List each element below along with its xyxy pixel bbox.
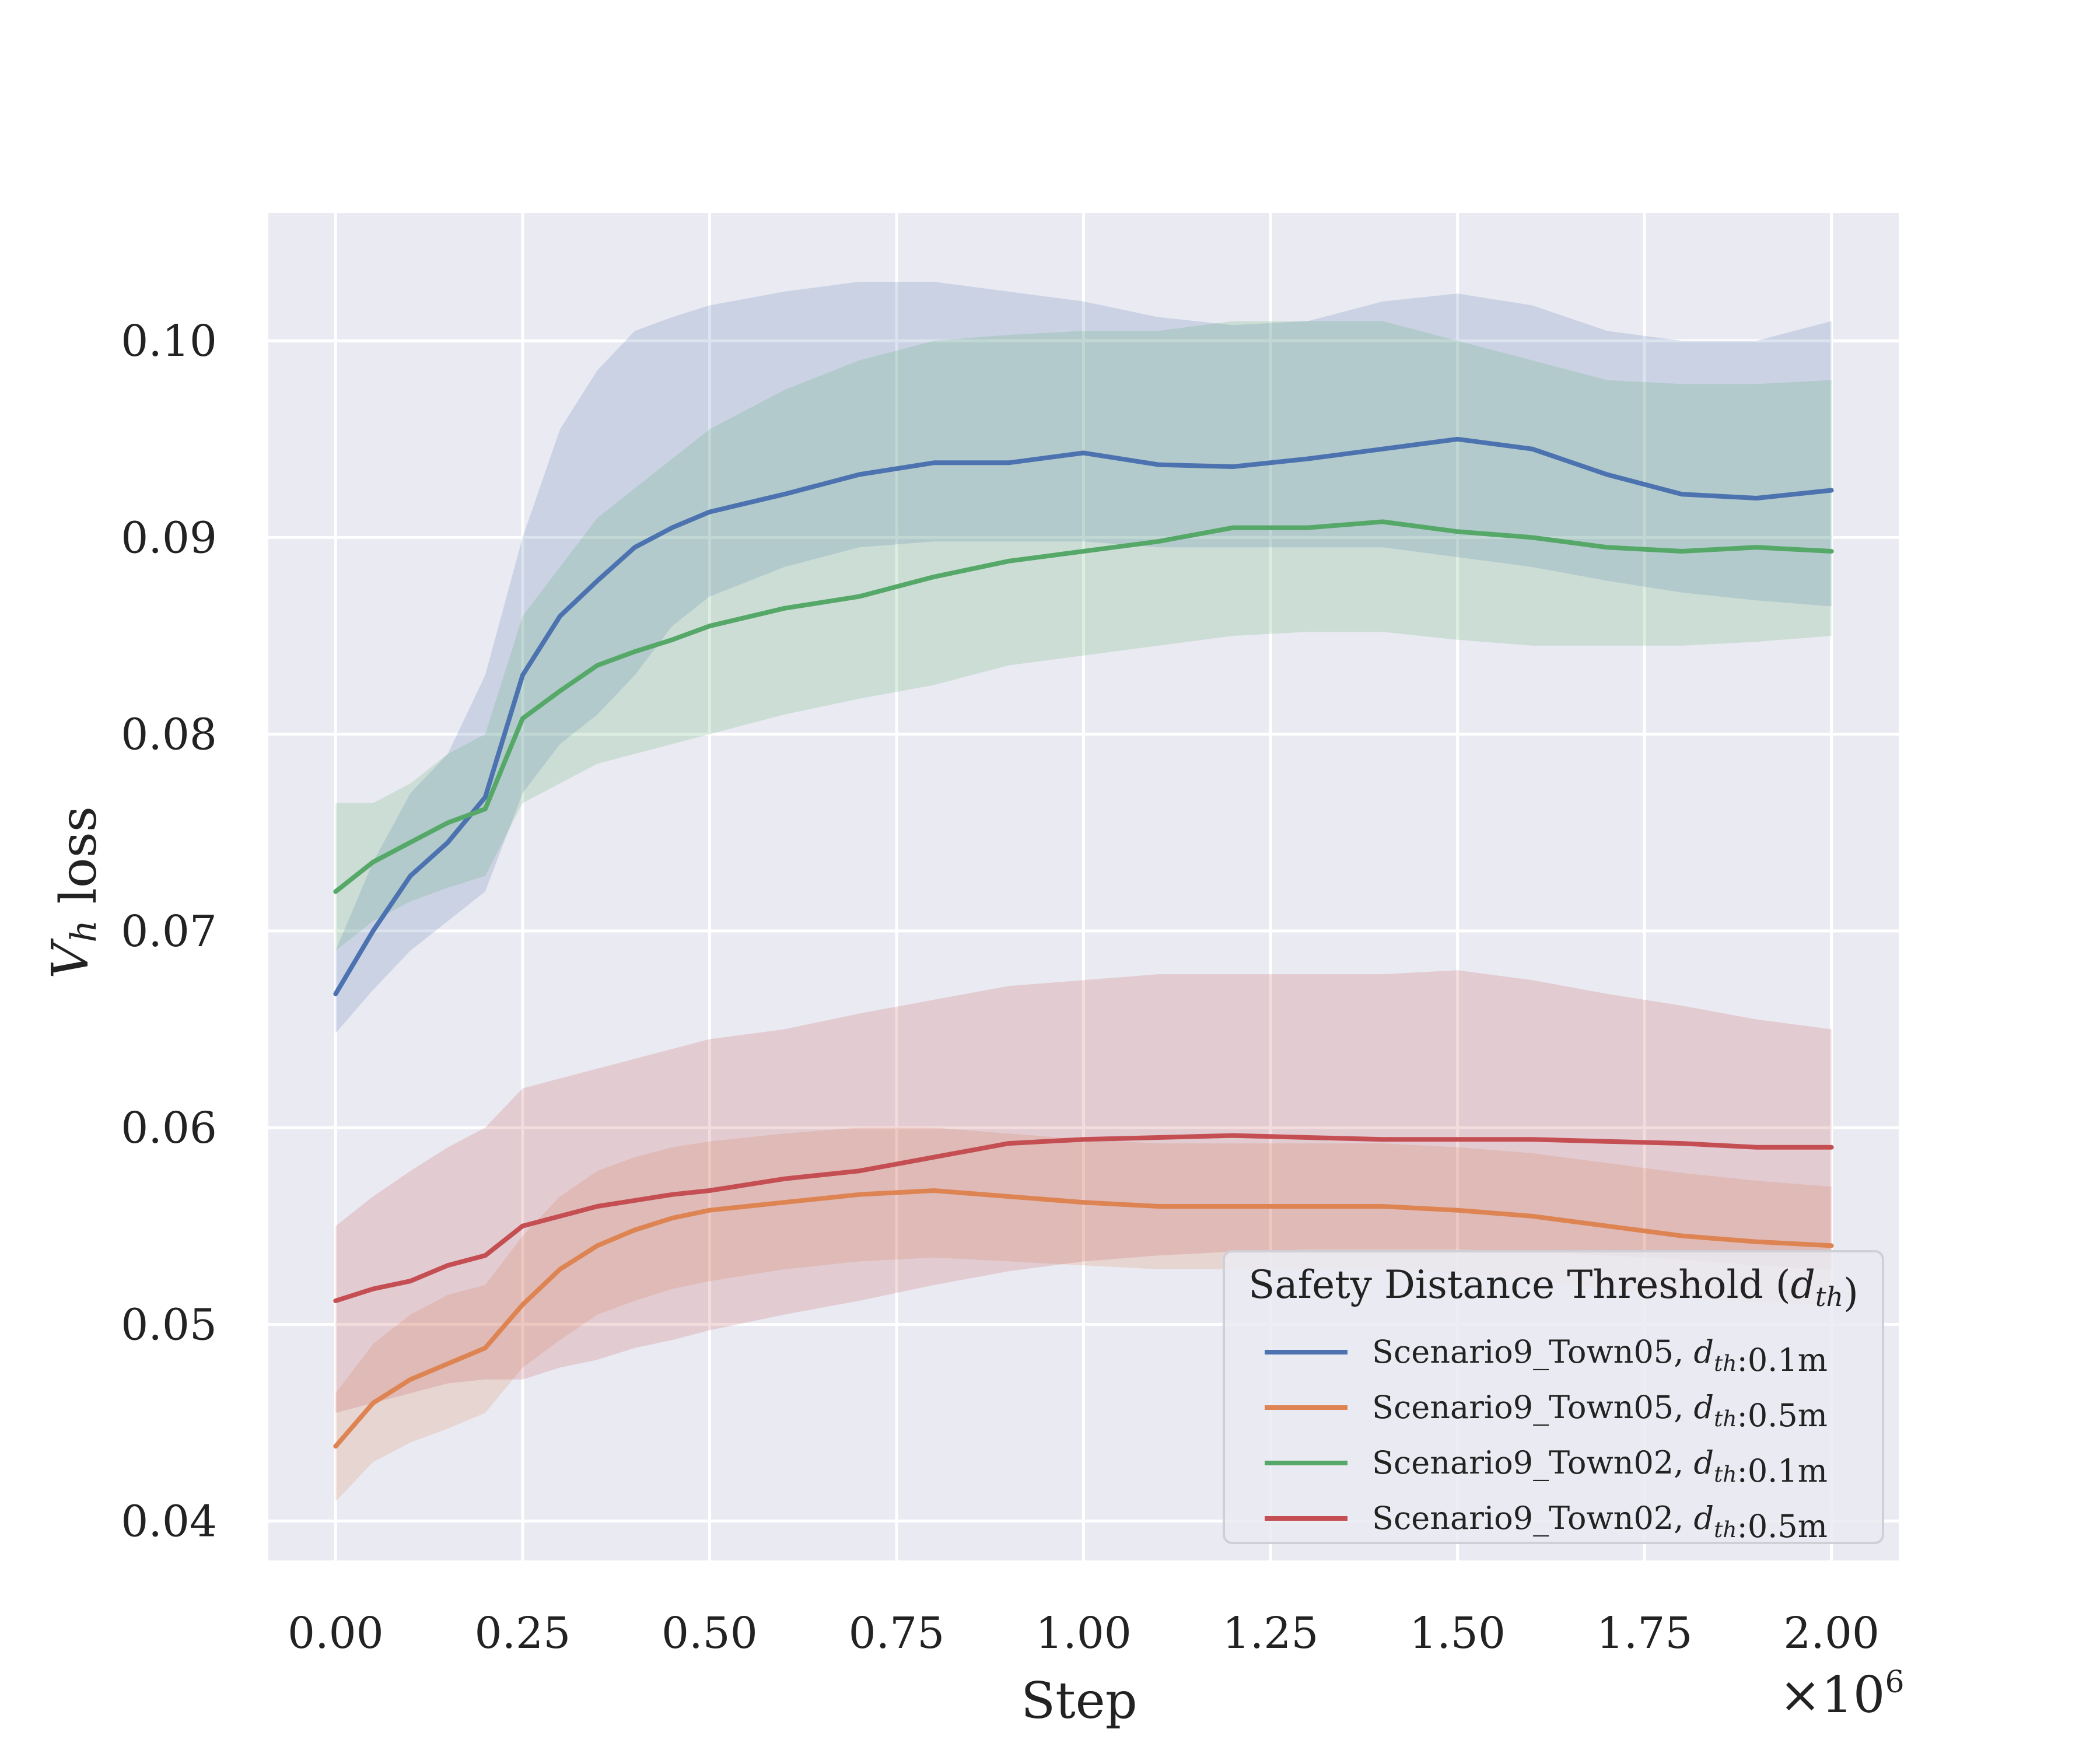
y-tick-label: 0.07	[121, 907, 217, 957]
y-tick-label: 0.04	[121, 1497, 217, 1547]
series-lines	[333, 436, 1834, 1449]
y-tick-labels: 0.04 0.05 0.06 0.07 0.08 0.09 0.10	[121, 316, 217, 1546]
x-tick-label: 1.25	[1223, 1608, 1319, 1658]
x-tick-label: 2.00	[1783, 1608, 1880, 1658]
x-axis-title: Step	[1021, 1672, 1137, 1730]
legend-label-2: Scenario9_Town05, dth:0.5m	[1372, 1389, 1828, 1434]
legend-items: Scenario9_Town05, dth:0.1m Scenario9_Town…	[1265, 1334, 1828, 1545]
x-tick-labels: 0.00 0.25 0.50 0.75 1.00 1.25 1.50 1.75 2.00	[288, 1608, 1880, 1658]
x-tick-label: 1.75	[1597, 1608, 1693, 1658]
x-axis-multiplier: ×106	[1779, 1665, 1905, 1724]
legend-box	[1223, 1250, 1884, 1544]
legend-title: Safety Distance Threshold (dth)	[1248, 1262, 1859, 1315]
series-band-4	[335, 970, 1832, 1413]
x-tick-label: 0.75	[849, 1608, 945, 1658]
legend-label-1: Scenario9_Town05, dth:0.1m	[1372, 1334, 1828, 1378]
legend: Safety Distance Threshold (dth) Scenario…	[1223, 1250, 1884, 1545]
x-tick-label: 1.00	[1035, 1608, 1132, 1658]
y-tick-label: 0.06	[121, 1103, 217, 1153]
series-line-4	[333, 1133, 1834, 1303]
confidence-bands	[335, 282, 1832, 1502]
y-tick-label: 0.10	[121, 316, 217, 366]
y-tick-label: 0.08	[121, 710, 217, 760]
x-tick-label: 0.00	[288, 1608, 384, 1658]
legend-label-4: Scenario9_Town02, dth:0.5m	[1372, 1500, 1828, 1545]
series-band-2	[335, 1128, 1832, 1502]
y-tick-label: 0.09	[121, 513, 217, 563]
y-tick-label: 0.05	[121, 1300, 217, 1350]
series-band-1	[335, 282, 1832, 1034]
series-line-2	[333, 1188, 1834, 1449]
series-band-3	[335, 321, 1832, 951]
x-tick-label: 0.25	[475, 1608, 571, 1658]
y-axis-title: Vh loss	[41, 806, 108, 979]
legend-label-3: Scenario9_Town02, dth:0.1m	[1372, 1444, 1828, 1489]
x-tick-label: 0.50	[662, 1608, 758, 1658]
series-line-3	[333, 519, 1834, 894]
x-tick-label: 1.50	[1409, 1608, 1506, 1658]
series-line-1	[333, 436, 1834, 996]
